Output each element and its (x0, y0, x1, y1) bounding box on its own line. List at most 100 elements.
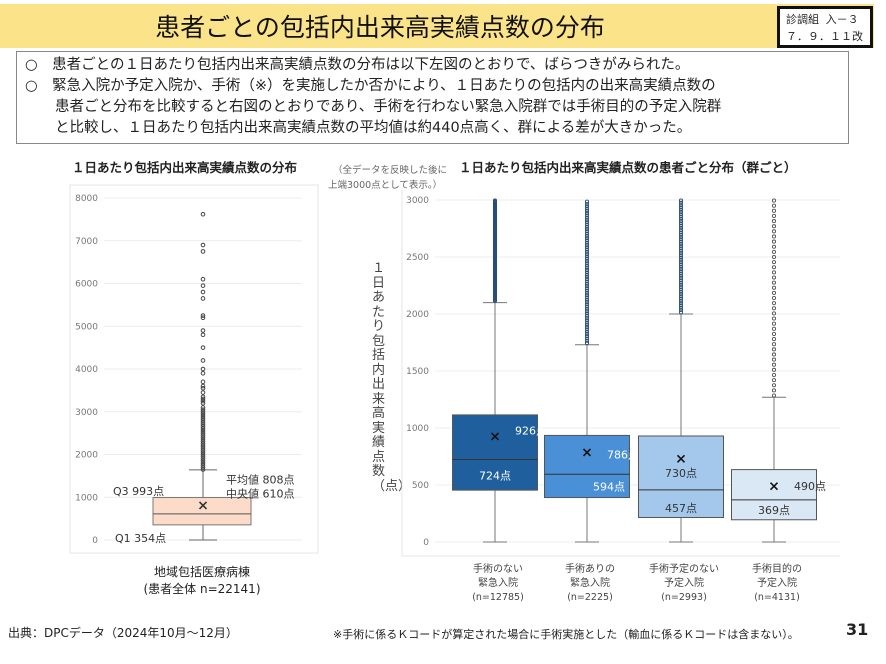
outlier-point (200, 439, 206, 444)
outlier-point (200, 398, 206, 404)
outlier-point (771, 357, 777, 362)
outlier-point (584, 338, 590, 343)
outlier-point (678, 298, 684, 303)
outlier-point (678, 230, 684, 235)
outlier-point (200, 430, 206, 436)
outlier-point (678, 269, 684, 274)
outlier-point (771, 265, 777, 270)
right-y-axis-label: １日あたり包括内出来高実績点数（点） (372, 261, 412, 494)
outlier-point (584, 213, 590, 218)
outlier-point (771, 234, 777, 239)
outlier-point (771, 367, 777, 372)
category-n: (患者全体 n=22141) (143, 582, 261, 596)
median-value-label: 457点 (665, 502, 697, 515)
outlier-point (678, 205, 684, 210)
outlier-point (200, 332, 206, 338)
outlier-point (584, 245, 590, 250)
y-tick-label: 2500 (406, 253, 429, 263)
outlier-point (584, 220, 590, 225)
outlier-point (584, 309, 590, 314)
outlier-point (678, 289, 684, 294)
outlier-point (771, 352, 777, 357)
outlier-point (200, 413, 206, 419)
outlier-point (200, 379, 206, 385)
outlier-point (584, 279, 590, 284)
y-tick-label: 6000 (75, 280, 98, 290)
outlier-point (771, 347, 777, 352)
outlier-point (200, 358, 206, 363)
outlier-point (584, 268, 590, 273)
outlier-point (678, 246, 684, 251)
box (638, 435, 724, 518)
mean-marker (490, 432, 500, 441)
outlier-point (678, 244, 684, 249)
outlier-point (584, 329, 590, 334)
y-tick-label: 7000 (75, 237, 98, 247)
outlier-point (771, 203, 777, 208)
y-tick-label: 1500 (406, 367, 429, 377)
left-chart-title: １日あたり包括内出来高実績点数の分布 (72, 160, 298, 175)
outlier-point (584, 297, 590, 302)
outlier-point (771, 219, 777, 224)
outlier-point (584, 265, 590, 270)
category-label: 手術目的の (752, 562, 802, 575)
outlier-point (678, 294, 684, 299)
outlier-point (200, 396, 206, 402)
mean-marker (198, 501, 208, 510)
outlier-point (771, 290, 777, 295)
category-label: 緊急入院 (478, 576, 518, 589)
outlier-point (771, 198, 777, 203)
y-tick-label: 0 (423, 538, 429, 548)
y-tick-label: 8000 (75, 194, 98, 204)
outlier-point (771, 254, 777, 260)
outlier-point (678, 223, 684, 228)
y-tick-label: 4000 (75, 365, 98, 375)
outlier-point (678, 285, 684, 290)
category-n: (n=2225) (567, 592, 613, 603)
outlier-point (678, 209, 684, 215)
outlier-point (584, 293, 590, 298)
y-tick-label: 1000 (406, 424, 429, 434)
outlier-point (584, 334, 590, 339)
outlier-point (584, 304, 590, 309)
outlier-point (771, 316, 777, 321)
outlier-point (200, 432, 206, 438)
outlier-point (678, 271, 684, 276)
outlier-point (584, 254, 590, 259)
outlier-point (200, 249, 206, 254)
outlier-point (678, 282, 684, 287)
outlier-point (200, 276, 206, 282)
outlier-point (678, 278, 684, 283)
outlier-point (584, 295, 590, 300)
outlier-point (771, 372, 777, 378)
outlier-point (771, 378, 777, 383)
left-plot-frame (69, 184, 319, 554)
outlier-point (584, 231, 590, 236)
outlier-point (678, 287, 684, 292)
outlier-point (771, 229, 777, 234)
outlier-point (200, 385, 206, 391)
category-label: 予定入院 (664, 576, 704, 589)
outlier-point (771, 311, 777, 316)
outlier-point (200, 289, 206, 295)
outlier-point (200, 456, 206, 462)
right-chart-note: 上端3000点として表示。） (328, 180, 443, 191)
outlier-point (678, 216, 684, 221)
outlier-point (200, 435, 206, 440)
outlier-point (678, 262, 684, 267)
summary-line: 患者ごと分布を比較すると右図のとおりであり、手術を行わない緊急入院群では手術目的… (55, 99, 722, 115)
outlier-point (771, 208, 777, 213)
right-chart-title: １日あたり包括内出来高実績点数の患者ごと分布（群ごと） (459, 160, 797, 175)
q1-label: Q1 354点 (115, 532, 166, 545)
outlier-point (678, 221, 684, 226)
outlier-point (678, 214, 684, 219)
y-tick-label: 500 (412, 481, 429, 491)
box (452, 414, 538, 491)
y-tick-label: 1000 (75, 493, 98, 503)
outlier-point (678, 280, 684, 285)
outlier-point (678, 237, 684, 242)
outlier-point (771, 239, 777, 244)
outlier-point (584, 256, 590, 261)
outlier-point (584, 240, 590, 245)
outlier-point (584, 227, 590, 232)
